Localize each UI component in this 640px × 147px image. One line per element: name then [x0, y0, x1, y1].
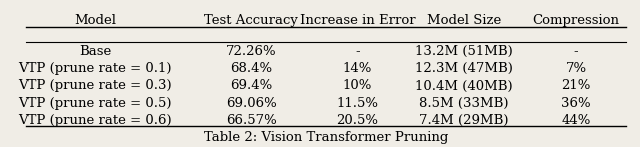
Text: VTP (prune rate = 0.1): VTP (prune rate = 0.1): [18, 62, 172, 75]
Text: 7.4M (29MB): 7.4M (29MB): [419, 114, 508, 127]
Text: 10.4M (40MB): 10.4M (40MB): [415, 80, 513, 92]
Text: 44%: 44%: [561, 114, 591, 127]
Text: 10%: 10%: [343, 80, 372, 92]
Text: 14%: 14%: [343, 62, 372, 75]
Text: 72.26%: 72.26%: [226, 45, 276, 58]
Text: 66.57%: 66.57%: [226, 114, 276, 127]
Text: 68.4%: 68.4%: [230, 62, 272, 75]
Text: 11.5%: 11.5%: [337, 97, 378, 110]
Text: -: -: [574, 45, 579, 58]
Text: 13.2M (51MB): 13.2M (51MB): [415, 45, 513, 58]
Text: -: -: [355, 45, 360, 58]
Text: VTP (prune rate = 0.3): VTP (prune rate = 0.3): [18, 80, 172, 92]
Text: 8.5M (33MB): 8.5M (33MB): [419, 97, 508, 110]
Text: Test Accuracy: Test Accuracy: [204, 14, 298, 26]
Text: Compression: Compression: [532, 14, 620, 26]
Text: VTP (prune rate = 0.6): VTP (prune rate = 0.6): [18, 114, 172, 127]
Text: VTP (prune rate = 0.5): VTP (prune rate = 0.5): [18, 97, 172, 110]
Text: 20.5%: 20.5%: [337, 114, 378, 127]
Text: 69.06%: 69.06%: [226, 97, 276, 110]
Text: Table 2: Vision Transformer Pruning: Table 2: Vision Transformer Pruning: [204, 131, 449, 144]
Text: Base: Base: [79, 45, 111, 58]
Text: Model: Model: [74, 14, 116, 26]
Text: 21%: 21%: [561, 80, 591, 92]
Text: 36%: 36%: [561, 97, 591, 110]
Text: 69.4%: 69.4%: [230, 80, 272, 92]
Text: 12.3M (47MB): 12.3M (47MB): [415, 62, 513, 75]
Text: Model Size: Model Size: [426, 14, 500, 26]
Text: Increase in Error: Increase in Error: [300, 14, 415, 26]
Text: 7%: 7%: [566, 62, 587, 75]
